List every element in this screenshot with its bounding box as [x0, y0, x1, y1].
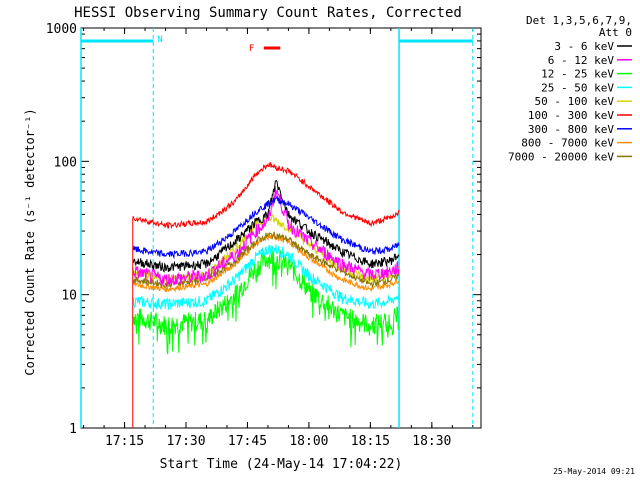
series-line-green [132, 249, 400, 355]
x-tick-label: 18:30 [412, 434, 451, 449]
series-line-blue [132, 195, 400, 260]
series-line-cyan [132, 244, 400, 310]
legend-label: 800 - 7000 keV [521, 137, 614, 150]
x-tick-label: 17:45 [228, 434, 267, 449]
x-tick-label: 18:00 [289, 434, 328, 449]
legend-label: 7000 - 20000 keV [508, 150, 614, 163]
legend-label: 3 - 6 keV [554, 40, 614, 53]
night-flag-label: N [157, 35, 162, 45]
flare-flag-label: F [249, 44, 254, 54]
axes: 17:15 17:30 17:45 18:00 18:15 18:30 1 10 100 1000 [46, 22, 481, 449]
flag-markers: NF [80, 28, 474, 428]
series-line-black [132, 179, 400, 273]
legend-label: 300 - 800 keV [528, 123, 614, 136]
legend-label: 6 - 12 keV [548, 54, 615, 67]
x-tick-label: 17:30 [166, 434, 205, 449]
legend-label: 50 - 100 keV [535, 95, 615, 108]
x-tick-label: 18:15 [351, 434, 390, 449]
legend-header: Att 0 [599, 26, 632, 39]
plot-frame [80, 27, 482, 429]
timestamp: 25-May-2014 09:21 [553, 467, 635, 476]
legend-label: 12 - 25 keV [541, 68, 614, 81]
legend-header: Det 1,3,5,6,7,9, [526, 14, 632, 27]
legend-label: 25 - 50 keV [541, 81, 614, 94]
series-line-magenta [132, 186, 400, 287]
y-tick-label: 10 [61, 289, 77, 304]
y-tick-label: 1000 [46, 22, 77, 37]
y-tick-label: 100 [54, 155, 77, 170]
series-group [132, 161, 400, 428]
y-axis-title: Corrected Count Rate (s⁻¹ detector⁻¹) [23, 108, 37, 375]
y-tick-label: 1 [69, 422, 77, 437]
series-line-red [132, 161, 400, 230]
series-line-orange [132, 234, 400, 293]
x-axis-title: Start Time (24-May-14 17:04:22) [160, 457, 403, 472]
chart-title: HESSI Observing Summary Count Rates, Cor… [74, 5, 462, 21]
x-tick-label: 17:15 [105, 434, 144, 449]
legend-label: 100 - 300 keV [528, 109, 614, 122]
